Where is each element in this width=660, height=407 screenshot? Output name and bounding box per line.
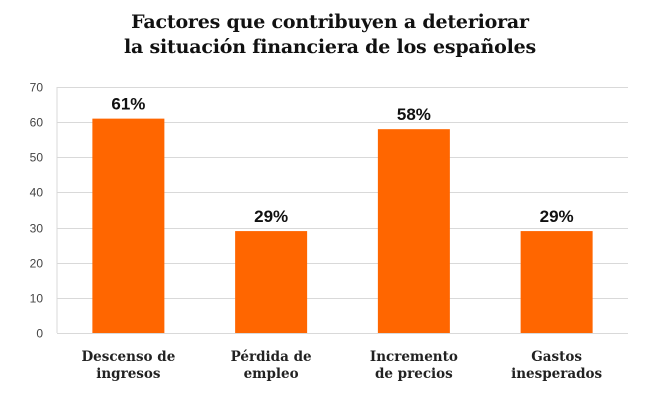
y-axis-tick-labels: 0 10 20 30 40 50 60 70 (30, 81, 44, 341)
category-label: Incremento (370, 349, 458, 365)
category-label: Descenso de (81, 349, 175, 365)
category-label: ingresos (96, 366, 161, 382)
category-label: inesperados (511, 366, 602, 382)
bar (235, 231, 308, 333)
data-label: 58% (397, 105, 431, 124)
bars (92, 118, 593, 333)
bar (92, 118, 165, 333)
category-label: Gastos (531, 349, 582, 365)
chart-title-line-2: la situación financiera de los españoles (123, 36, 537, 58)
bar (377, 129, 450, 333)
y-tick-label: 20 (30, 257, 44, 271)
y-tick-label: 40 (30, 186, 44, 200)
chart-title-line-1: Factores que contribuyen a deteriorar (131, 11, 529, 33)
y-tick-label: 30 (30, 222, 44, 236)
bar (520, 231, 593, 333)
y-tick-label: 0 (36, 327, 43, 341)
y-tick-label: 70 (30, 81, 44, 95)
y-tick-label: 50 (30, 151, 44, 165)
data-label: 29% (254, 207, 288, 226)
category-label: empleo (244, 366, 299, 382)
data-label: 61% (111, 95, 145, 114)
category-label: de precios (375, 366, 453, 382)
data-labels: 61% 29% 58% 29% (111, 95, 573, 226)
data-label: 29% (540, 207, 574, 226)
category-label: Pérdida de (231, 349, 312, 365)
y-tick-label: 10 (30, 292, 44, 306)
y-tick-label: 60 (30, 116, 44, 130)
